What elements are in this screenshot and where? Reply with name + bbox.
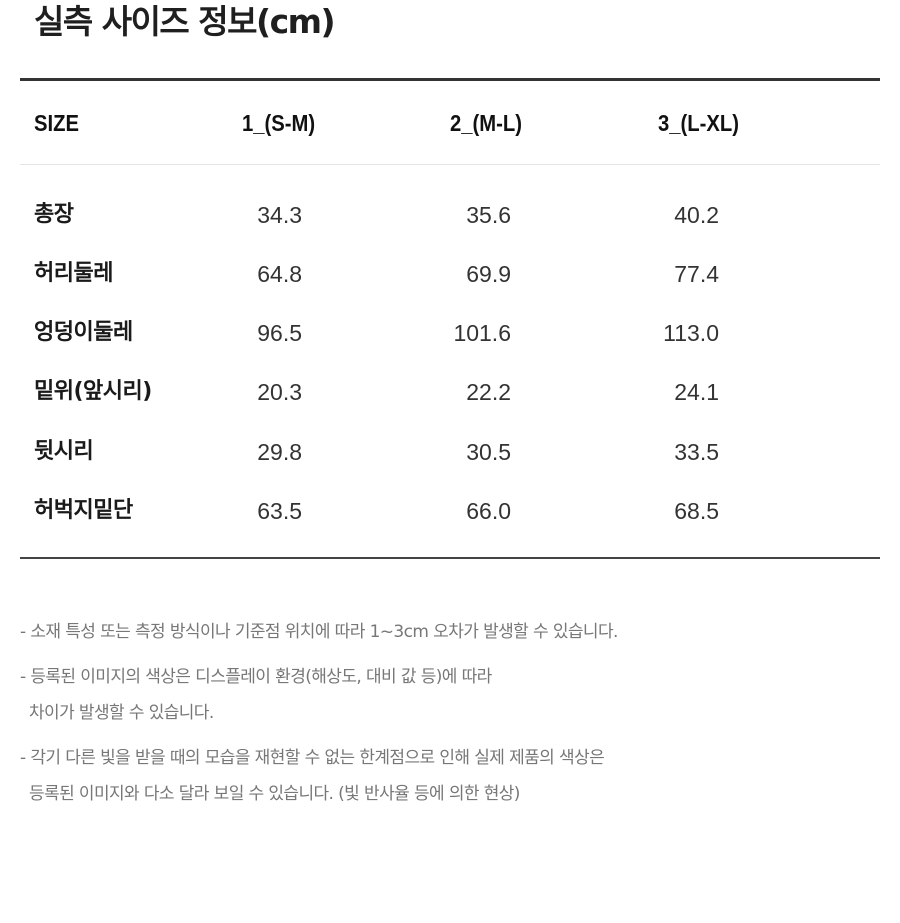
note-text: 차이가 발생할 수 있습니다.	[29, 703, 214, 723]
note-text: - 소재 특성 또는 측정 방식이나 기준점 위치에 따라 1~3cm 오차가 …	[20, 622, 618, 642]
cell-value: 24.1	[674, 379, 719, 405]
row-label: 총장	[34, 202, 74, 227]
cell-value: 69.9	[466, 261, 511, 287]
cell-value: 63.5	[257, 498, 302, 524]
cell-value: 30.5	[466, 439, 511, 465]
cell-value: 101.6	[453, 320, 511, 346]
note-text: - 각기 다른 빛을 받을 때의 모습을 재현할 수 없는 한계점으로 인해 실…	[20, 748, 605, 768]
row-label: 허벅지밑단	[34, 498, 133, 523]
cell-value: 113.0	[663, 320, 719, 346]
header-size-3: 3_(L-XL)	[658, 110, 739, 136]
cell-value: 29.8	[257, 439, 302, 465]
cell-value: 35.6	[466, 202, 511, 228]
row-label: 엉덩이둘레	[34, 320, 133, 345]
note-text: - 등록된 이미지의 색상은 디스플레이 환경(해상도, 대비 값 등)에 따라	[20, 667, 492, 687]
table-row: 뒷시리 29.8 30.5 33.5	[0, 432, 900, 472]
cell-value: 66.0	[466, 498, 511, 524]
header-size-2: 2_(M-L)	[450, 110, 522, 136]
row-label: 밑위(앞시리)	[34, 379, 152, 404]
table-row: 엉덩이둘레 96.5 101.6 113.0	[0, 313, 900, 353]
header-size-1: 1_(S-M)	[242, 110, 316, 136]
cell-value: 40.2	[674, 202, 719, 228]
cell-value: 20.3	[257, 379, 302, 405]
row-label: 허리둘레	[34, 261, 113, 286]
cell-value: 77.4	[674, 261, 719, 287]
table-row: 허벅지밑단 63.5 66.0 68.5	[0, 491, 900, 531]
cell-value: 22.2	[466, 379, 511, 405]
table-row: 총장 34.3 35.6 40.2	[0, 195, 900, 235]
table-bottom-divider	[20, 557, 880, 559]
cell-value: 96.5	[257, 320, 302, 346]
cell-value: 34.3	[257, 202, 302, 228]
header-size: SIZE	[34, 110, 79, 136]
cell-value: 68.5	[674, 498, 719, 524]
table-row: 밑위(앞시리) 20.3 22.2 24.1	[0, 372, 900, 412]
cell-value: 33.5	[674, 439, 719, 465]
cell-value: 64.8	[257, 261, 302, 287]
table-top-divider	[20, 78, 880, 81]
page-title: 실측 사이즈 정보(cm)	[34, 2, 336, 41]
note-text: 등록된 이미지와 다소 달라 보일 수 있습니다. (빛 반사율 등에 의한 현…	[29, 784, 520, 804]
table-row: 허리둘레 64.8 69.9 77.4	[0, 254, 900, 294]
row-label: 뒷시리	[34, 439, 94, 464]
table-header-divider	[20, 164, 880, 165]
